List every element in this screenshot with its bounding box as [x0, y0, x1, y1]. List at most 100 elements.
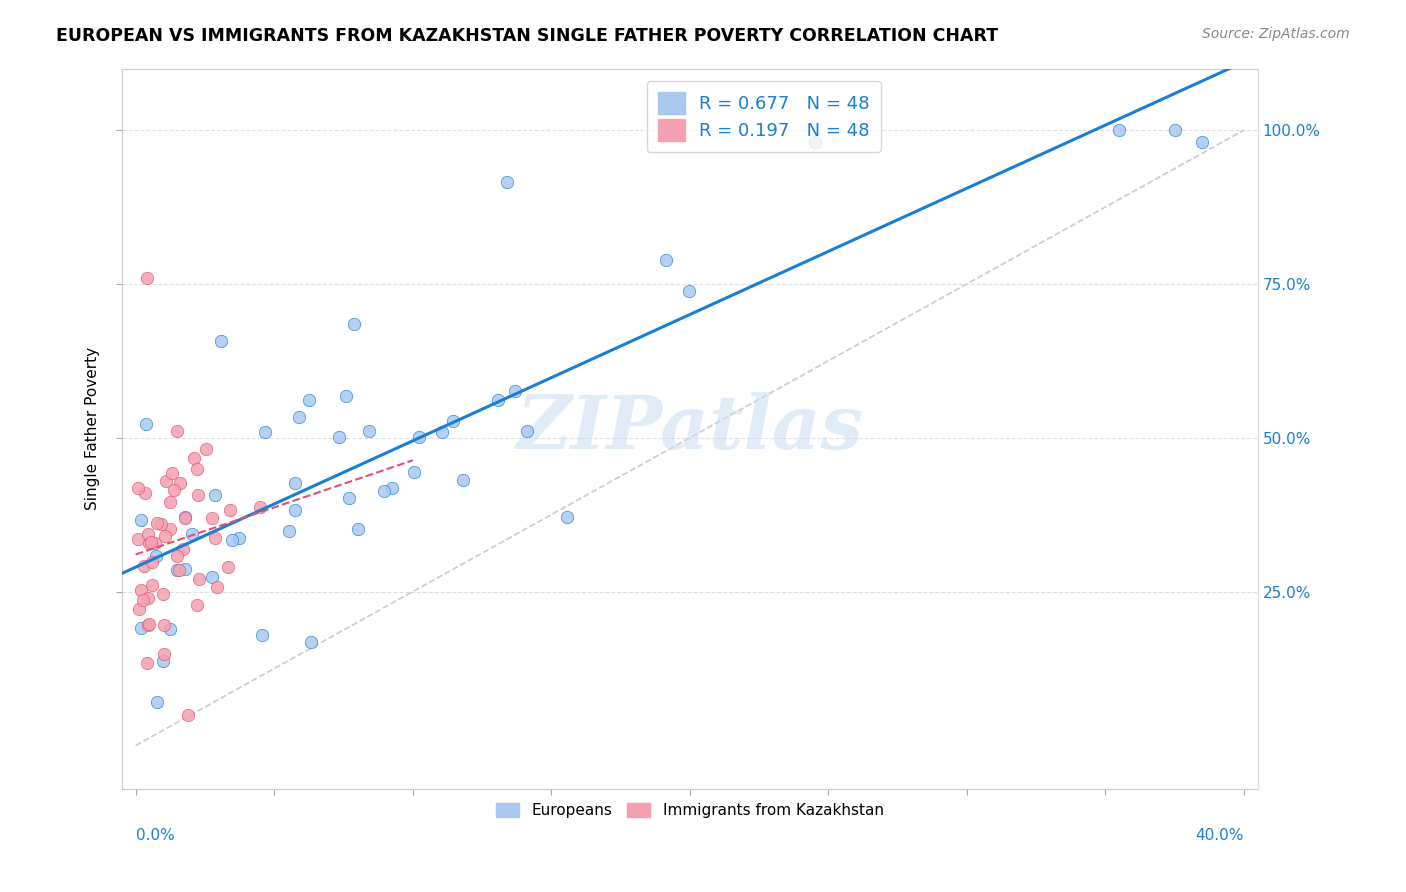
- Point: [335, 389, 357, 403]
- Point: [516, 424, 538, 438]
- Point: [337, 491, 360, 506]
- Point: [128, 601, 150, 615]
- Point: [153, 617, 176, 632]
- Point: [347, 522, 370, 536]
- Point: [655, 253, 678, 268]
- Point: [430, 425, 453, 440]
- Point: [152, 654, 174, 668]
- Point: [136, 617, 159, 632]
- Text: Source: ZipAtlas.com: Source: ZipAtlas.com: [1202, 27, 1350, 41]
- Point: [249, 500, 271, 515]
- Point: [134, 486, 156, 500]
- Point: [678, 285, 700, 299]
- Y-axis label: Single Father Poverty: Single Father Poverty: [86, 347, 100, 510]
- Point: [159, 622, 181, 636]
- Point: [284, 476, 307, 491]
- Point: [357, 424, 380, 438]
- Point: [373, 484, 395, 499]
- Point: [135, 417, 157, 431]
- Point: [503, 384, 526, 398]
- Legend: Europeans, Immigrants from Kazakhstan: Europeans, Immigrants from Kazakhstan: [491, 797, 890, 824]
- Point: [129, 621, 152, 635]
- Point: [209, 334, 232, 349]
- Point: [141, 578, 163, 592]
- Point: [204, 488, 226, 502]
- Point: [132, 592, 155, 607]
- Point: [1108, 123, 1130, 137]
- Point: [1191, 136, 1213, 150]
- Point: [159, 495, 181, 509]
- Point: [138, 617, 160, 632]
- Point: [328, 429, 350, 443]
- Point: [288, 409, 311, 424]
- Point: [135, 270, 157, 285]
- Point: [804, 135, 827, 149]
- Point: [173, 561, 195, 575]
- Point: [201, 570, 224, 584]
- Point: [172, 541, 194, 556]
- Point: [138, 535, 160, 549]
- Point: [219, 503, 242, 517]
- Point: [250, 627, 273, 641]
- Point: [139, 534, 162, 549]
- Text: 40.0%: 40.0%: [1195, 828, 1244, 843]
- Point: [129, 582, 152, 597]
- Point: [204, 531, 226, 545]
- Point: [166, 563, 188, 577]
- Point: [132, 558, 155, 573]
- Point: [343, 317, 366, 331]
- Text: ZIPatlas: ZIPatlas: [516, 392, 863, 465]
- Point: [169, 563, 191, 577]
- Point: [408, 430, 430, 444]
- Point: [166, 549, 188, 563]
- Point: [153, 647, 176, 661]
- Point: [183, 451, 205, 466]
- Point: [152, 587, 174, 601]
- Point: [298, 392, 321, 407]
- Point: [205, 580, 228, 594]
- Point: [217, 560, 239, 574]
- Point: [166, 424, 188, 438]
- Point: [177, 707, 200, 722]
- Point: [145, 549, 167, 564]
- Point: [277, 524, 299, 538]
- Point: [496, 175, 519, 189]
- Point: [221, 533, 243, 548]
- Point: [173, 511, 195, 525]
- Point: [301, 634, 323, 648]
- Text: 0.0%: 0.0%: [136, 828, 174, 843]
- Point: [201, 510, 224, 524]
- Point: [381, 481, 404, 495]
- Point: [129, 513, 152, 527]
- Point: [1164, 123, 1187, 137]
- Point: [155, 529, 177, 543]
- Point: [228, 532, 250, 546]
- Point: [253, 425, 276, 439]
- Point: [188, 573, 211, 587]
- Point: [141, 555, 163, 569]
- Point: [284, 502, 307, 516]
- Point: [186, 461, 208, 475]
- Point: [451, 473, 474, 487]
- Point: [150, 517, 173, 532]
- Point: [181, 526, 204, 541]
- Point: [145, 516, 167, 530]
- Point: [145, 696, 167, 710]
- Point: [441, 414, 464, 428]
- Point: [136, 591, 159, 605]
- Point: [155, 475, 177, 489]
- Point: [136, 656, 159, 670]
- Point: [186, 598, 208, 612]
- Point: [145, 535, 167, 549]
- Point: [138, 526, 160, 541]
- Point: [555, 510, 578, 524]
- Point: [127, 532, 149, 546]
- Point: [159, 523, 181, 537]
- Point: [486, 393, 509, 408]
- Point: [169, 476, 191, 491]
- Point: [162, 483, 184, 497]
- Text: EUROPEAN VS IMMIGRANTS FROM KAZAKHSTAN SINGLE FATHER POVERTY CORRELATION CHART: EUROPEAN VS IMMIGRANTS FROM KAZAKHSTAN S…: [56, 27, 998, 45]
- Point: [402, 465, 425, 479]
- Point: [173, 510, 195, 524]
- Point: [160, 466, 183, 480]
